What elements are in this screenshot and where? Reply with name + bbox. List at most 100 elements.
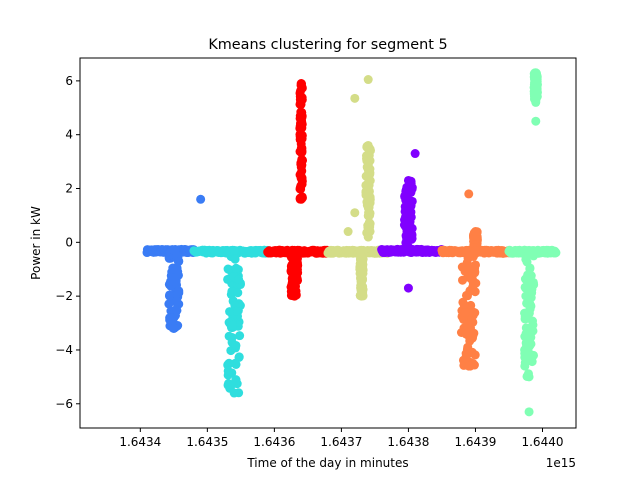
cluster-6-point: [531, 97, 541, 107]
cluster-2-point: [290, 282, 300, 292]
cluster-3-point: [363, 75, 373, 85]
cluster-6-point: [520, 353, 530, 363]
chart-title: Kmeans clustering for segment 5: [208, 37, 447, 53]
cluster-3-point: [356, 265, 366, 275]
y-tick-label: 4: [65, 128, 73, 142]
cluster-0-point: [174, 286, 184, 296]
x-tick-label: 1.6434: [119, 435, 161, 449]
cluster-4-point: [404, 186, 414, 196]
cluster-0-point: [168, 264, 178, 274]
cluster-2-point: [288, 271, 298, 281]
cluster-6-point: [520, 361, 530, 371]
cluster-5-point: [468, 279, 478, 289]
x-tick-label: 1.6436: [253, 435, 295, 449]
data-points: [142, 68, 561, 417]
cluster-6-point: [524, 407, 534, 417]
cluster-0-point: [166, 316, 176, 326]
cluster-3-point: [365, 156, 375, 166]
cluster-0-point: [169, 323, 179, 333]
y-axis-label: Power in kW: [29, 206, 43, 280]
cluster-5-point: [458, 275, 467, 285]
cluster-2-point: [295, 88, 305, 98]
x-tick-label: 1.6440: [521, 435, 563, 449]
cluster-3-point: [365, 176, 375, 186]
cluster-0-point: [169, 273, 179, 283]
cluster-6-point: [531, 116, 541, 126]
y-tick-label: −4: [55, 343, 73, 357]
cluster-6-point: [524, 372, 534, 382]
cluster-3-point: [363, 140, 373, 150]
cluster-1-point: [231, 306, 241, 316]
x-tick-label: 1.6435: [186, 435, 228, 449]
cluster-1-point: [233, 288, 243, 298]
cluster-2-point: [292, 253, 302, 263]
cluster-1-point: [229, 245, 239, 255]
cluster-0-point: [164, 291, 174, 301]
cluster-3-point: [343, 227, 353, 237]
cluster-3-point: [357, 245, 367, 255]
cluster-0-point: [169, 245, 179, 255]
cluster-3-point: [363, 232, 373, 242]
cluster-2-point: [296, 143, 306, 153]
cluster-2-point: [296, 194, 306, 204]
y-axis-ticks: −6 −4 −2 0 2 4 6: [55, 74, 80, 411]
cluster-4-point: [406, 201, 416, 211]
cluster-5-point: [464, 361, 474, 371]
cluster-3-point: [363, 189, 373, 199]
cluster-4-point: [402, 233, 412, 243]
cluster-1-point: [235, 331, 245, 341]
cluster-6-point: [526, 339, 536, 349]
cluster-0-point: [173, 257, 183, 267]
cluster-1-point: [225, 307, 235, 317]
cluster-6-point: [526, 300, 536, 310]
cluster-6-point: [532, 77, 542, 87]
cluster-4-point: [403, 283, 413, 293]
cluster-3-point: [362, 197, 372, 207]
cluster-0-point: [196, 194, 206, 204]
cluster-1-point: [230, 254, 240, 264]
cluster-3-point: [350, 208, 360, 218]
x-axis-offset-label: 1e15: [546, 456, 576, 470]
cluster-0-point: [172, 305, 182, 315]
cluster-2-point: [289, 291, 299, 301]
cluster-1-point: [228, 320, 237, 330]
cluster-4-point: [403, 175, 413, 185]
y-tick-label: −6: [55, 397, 73, 411]
cluster-2-point: [295, 113, 305, 123]
cluster-1-point: [223, 366, 233, 376]
cluster-5-point: [469, 328, 479, 338]
cluster-6-point: [525, 291, 535, 301]
cluster-1-point: [224, 331, 234, 341]
cluster-5-point: [470, 350, 480, 360]
cluster-2-point: [289, 263, 299, 273]
x-tick-label: 1.6438: [387, 435, 429, 449]
cluster-1-point: [231, 375, 241, 385]
cluster-1-point: [234, 352, 244, 362]
cluster-2-point: [297, 130, 307, 140]
cluster-3-point: [350, 93, 360, 103]
cluster-1-point: [234, 275, 244, 285]
cluster-5-point: [460, 308, 470, 318]
cluster-5-point: [461, 329, 471, 339]
cluster-2-point: [296, 181, 306, 191]
cluster-5-point: [459, 300, 469, 310]
cluster-2-point: [295, 121, 305, 131]
cluster-2-point: [296, 173, 306, 183]
cluster-0-point: [164, 299, 174, 309]
cluster-3-point: [356, 256, 366, 266]
cluster-6-point: [520, 314, 530, 324]
cluster-3-point: [365, 208, 375, 218]
x-tick-label: 1.6437: [320, 435, 362, 449]
cluster-5-point: [462, 291, 472, 301]
cluster-3-point: [363, 223, 373, 233]
cluster-5-point: [470, 245, 480, 255]
cluster-6-point: [525, 264, 535, 274]
x-tick-label: 1.6439: [454, 435, 496, 449]
y-tick-label: −2: [55, 289, 73, 303]
cluster-3-point: [357, 291, 367, 301]
cluster-5-point: [464, 264, 474, 274]
cluster-6-point: [524, 245, 534, 255]
cluster-1-point: [229, 388, 239, 398]
plot-frame: [79, 57, 577, 429]
